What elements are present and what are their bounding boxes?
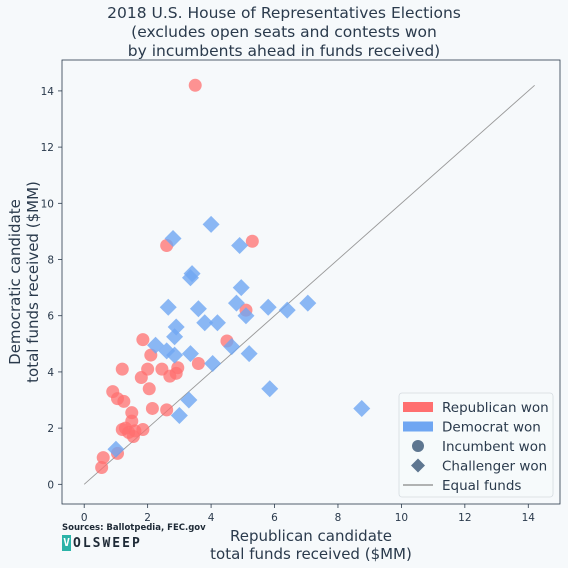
y-tick-label: 6 <box>47 311 54 323</box>
republican-won-point <box>142 382 156 396</box>
y-tick-label: 2 <box>47 423 54 435</box>
democrat-won-point <box>232 279 250 297</box>
republican-won-point <box>160 403 174 417</box>
democrat-won-point <box>180 391 198 409</box>
democrat-won-point <box>170 406 188 424</box>
democrat-won-point <box>181 269 199 287</box>
legend-challenger-won-swatch <box>411 458 425 473</box>
democrat-won-point <box>159 298 177 316</box>
democrat-won-point <box>259 298 277 316</box>
x-tick-label: 6 <box>271 512 278 524</box>
republican-won-point <box>115 362 129 376</box>
democrat-won-point <box>299 294 317 312</box>
republican-won-point <box>95 460 109 474</box>
legend-republican-won-label: Republican won <box>442 400 549 416</box>
x-tick-label: 14 <box>522 512 536 524</box>
democrat-won-point <box>164 229 182 247</box>
y-tick-label: 10 <box>41 198 54 210</box>
y-tick-label: 8 <box>47 255 54 267</box>
democrat-won-point <box>166 346 184 364</box>
republican-won-point <box>245 234 259 248</box>
democrat-won-point <box>202 215 220 233</box>
democrat-won-point <box>107 440 125 458</box>
legend-box <box>398 392 554 498</box>
republican-won-point <box>191 356 205 370</box>
x-axis-label: total funds received ($MM) <box>210 545 412 563</box>
legend-challenger-won-label: Challenger won <box>442 459 547 475</box>
democrat-won-point <box>231 236 249 254</box>
x-tick-label: 0 <box>81 512 88 524</box>
chart-title-line-2: (excludes open seats and contests won <box>131 23 437 41</box>
legend-democrat-won-swatch <box>403 421 433 432</box>
x-tick-label: 8 <box>335 512 342 524</box>
legend-democrat-won-label: Democrat won <box>442 420 541 436</box>
y-tick-label: 4 <box>47 367 54 379</box>
democrat-won-point <box>278 301 296 319</box>
democrat-won-point <box>166 328 184 346</box>
x-tick-label: 12 <box>458 512 471 524</box>
x-tick-label: 10 <box>395 512 408 524</box>
y-axis-label: Democratic candidate <box>6 199 24 365</box>
republican-won-point <box>145 401 159 415</box>
source-note: Sources: Ballotpedia, FEC.gov <box>62 523 206 533</box>
democrat-won-point <box>204 354 222 372</box>
y-axis-label: total funds received ($MM) <box>24 181 42 383</box>
republican-won-point <box>117 394 131 408</box>
democrat-won-point <box>227 294 245 312</box>
republican-won-point <box>136 333 150 347</box>
democrat-won-point <box>261 380 279 398</box>
y-tick-label: 14 <box>41 86 55 98</box>
democrat-won-point <box>237 307 255 325</box>
y-tick-label: 12 <box>41 142 54 154</box>
chart-title-line-3: by incumbents ahead in funds received) <box>127 42 441 60</box>
legend-incumbent-won-label: Incumbent won <box>442 439 547 455</box>
x-axis-label: Republican candidate <box>230 527 392 545</box>
legend-republican-won-swatch <box>403 402 433 412</box>
logo-wordmark: OLSWEEP <box>73 535 142 551</box>
republican-won-point <box>134 371 148 385</box>
x-tick-label: 4 <box>208 512 215 524</box>
logo-initial: V <box>62 535 71 551</box>
x-tick-label: 2 <box>144 512 151 524</box>
democrat-won-point <box>208 314 226 332</box>
republican-won-point <box>126 430 140 444</box>
equal-funds-line <box>83 84 535 485</box>
democrat-won-point <box>181 345 199 363</box>
chart-title: 2018 U.S. House of Representatives Elect… <box>0 4 568 61</box>
volsweep-logo: V OLSWEEP <box>62 535 142 551</box>
democrat-won-point <box>240 345 258 363</box>
republican-won-point <box>96 451 110 465</box>
democrat-won-point <box>196 314 214 332</box>
legend-incumbent-won-swatch <box>412 440 424 452</box>
y-tick-label: 0 <box>47 479 54 491</box>
legend-equal-funds-label: Equal funds <box>442 478 521 494</box>
chart-title-line-1: 2018 U.S. House of Representatives Elect… <box>107 4 461 22</box>
republican-won-point <box>188 78 202 92</box>
democrat-won-point <box>223 338 241 356</box>
democrat-won-point <box>189 300 207 318</box>
republican-won-point <box>163 369 177 383</box>
democrat-won-point <box>353 399 371 417</box>
